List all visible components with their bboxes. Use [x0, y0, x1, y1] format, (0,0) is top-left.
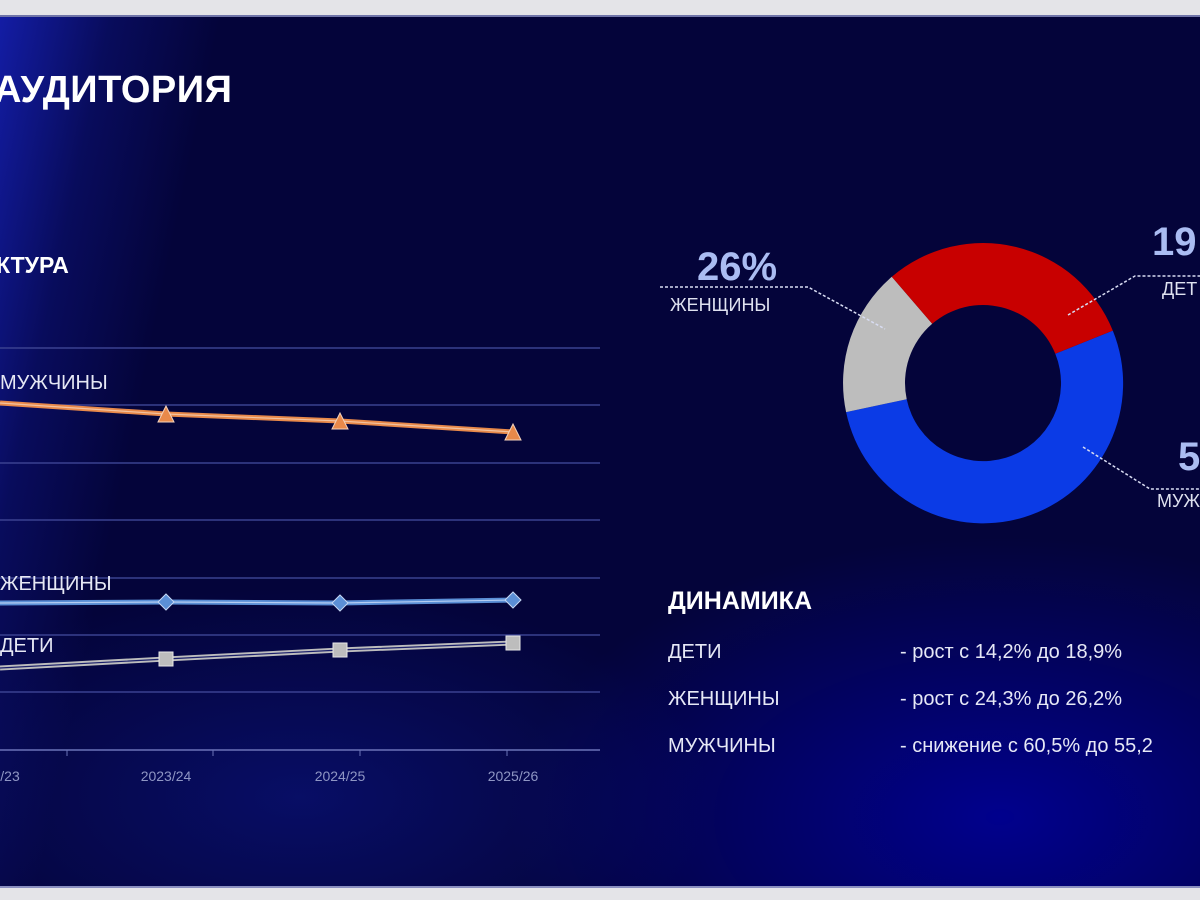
dynamics-title: ДИНАМИКА [668, 587, 812, 615]
slide-title: АУДИТОРИЯ [0, 69, 233, 111]
leader-line-children [1067, 275, 1200, 316]
series-label-women: ЖЕНЩИНЫ [0, 573, 112, 595]
donut-pct-men: 5 [1178, 435, 1200, 479]
donut-pct-women: 26% [697, 245, 778, 289]
dynamics-row: МУЖЧИНЫ - снижение с 60,5% до 55,2 [668, 735, 1153, 758]
donut-pct-children: 19 [1152, 220, 1197, 264]
series-label-men: МУЖЧИНЫ [0, 372, 108, 394]
structure-heading: КТУРА [0, 252, 69, 278]
leader-line-women [660, 286, 886, 330]
leader-line-men [1082, 446, 1200, 490]
line-chart-plot [0, 347, 600, 756]
donut-label-children: ДЕТ [1162, 279, 1198, 299]
dynamics-row-desc: - рост с 14,2% до 18,9% [900, 641, 1123, 663]
series-women [0, 591, 522, 612]
dynamics-row: ЖЕНЩИНЫ - рост с 24,3% до 26,2% [668, 688, 1122, 711]
dynamics-row-desc: - рост с 24,3% до 26,2% [900, 688, 1123, 710]
series-children [0, 635, 521, 671]
donut-label-women: ЖЕНЩИНЫ [670, 295, 771, 315]
series-label-children: ДЕТИ [0, 635, 54, 657]
donut-segment-children [891, 243, 1113, 354]
x-tick-label: 2024/25 [314, 768, 366, 784]
dynamics-row-label: МУЖЧИНЫ [668, 735, 776, 757]
x-tick-label: 2025/26 [487, 768, 539, 784]
presentation-slide: АУДИТОРИЯ КТУРА [0, 15, 1200, 888]
donut-label-men: МУЖ [1157, 491, 1200, 511]
gridlines [0, 347, 600, 693]
x-tick-label: /23 [0, 768, 20, 784]
series-men [0, 400, 522, 441]
x-axis [0, 749, 600, 756]
dynamics-row-label: ДЕТИ [668, 641, 722, 663]
donut-segment-women [843, 276, 933, 413]
x-tick-label: 2023/24 [140, 768, 192, 784]
line-chart: МУЖЧИНЫ ЖЕНЩИНЫ ДЕТИ /23 2023/24 2024/25… [0, 17, 620, 886]
donut-segment-men [846, 330, 1124, 524]
dynamics-row-desc: - снижение с 60,5% до 55,2 [900, 735, 1153, 757]
dynamics-row: ДЕТИ - рост с 14,2% до 18,9% [668, 641, 1122, 664]
dynamics-row-label: ЖЕНЩИНЫ [668, 688, 780, 710]
